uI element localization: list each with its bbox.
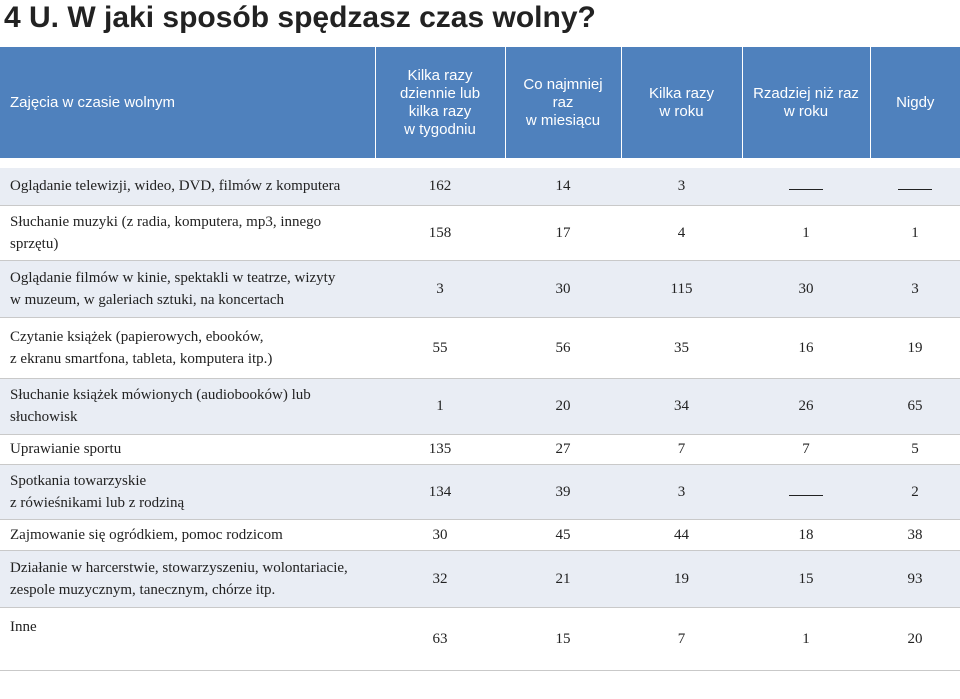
- value-cell: 44: [621, 519, 742, 551]
- activity-label: Oglądanie filmów w kinie, spektakli w te…: [0, 260, 375, 318]
- empty-value-line: [789, 482, 823, 496]
- empty-value-line: [898, 176, 932, 191]
- value-cell: 1: [742, 205, 870, 261]
- empty-value-line: [789, 176, 823, 191]
- table-row: Czytanie książek (papierowych, ebooków, …: [0, 317, 960, 379]
- value-cell: 3: [621, 168, 742, 206]
- value-cell: 65: [870, 378, 960, 435]
- value-cell: 20: [870, 607, 960, 671]
- table-row: Słuchanie książek mówionych (audiobooków…: [0, 378, 960, 435]
- value-cell: 35: [621, 317, 742, 379]
- value-cell: 1: [870, 205, 960, 261]
- value-cell: 7: [621, 434, 742, 465]
- value-cell: 45: [505, 519, 621, 551]
- value-cell: 17: [505, 205, 621, 261]
- value-cell: 3: [621, 464, 742, 520]
- header-row: Zajęcia w czasie wolnym Kilka razy dzien…: [0, 47, 960, 158]
- value-cell: 39: [505, 464, 621, 520]
- value-cell: 19: [870, 317, 960, 379]
- survey-table: Zajęcia w czasie wolnym Kilka razy dzien…: [0, 47, 960, 671]
- activity-label: Działanie w harcerstwie, stowarzyszeniu,…: [0, 550, 375, 608]
- activity-label: Spotkania towarzyskie z rówieśnikami lub…: [0, 464, 375, 520]
- value-cell: 56: [505, 317, 621, 379]
- value-cell: 2: [870, 464, 960, 520]
- value-cell: 16: [742, 317, 870, 379]
- table-row: Inne 63 15 7 1 20: [0, 607, 960, 671]
- table-row: Działanie w harcerstwie, stowarzyszeniu,…: [0, 550, 960, 608]
- value-cell: 93: [870, 550, 960, 608]
- value-cell: 55: [375, 317, 505, 379]
- table-row: Zajmowanie się ogródkiem, pomoc rodzicom…: [0, 519, 960, 551]
- value-cell: 3: [870, 260, 960, 318]
- activity-label: Zajmowanie się ogródkiem, pomoc rodzicom: [0, 519, 375, 551]
- activity-label: Inne: [0, 607, 375, 671]
- table-row: Oglądanie telewizji, wideo, DVD, filmów …: [0, 168, 960, 206]
- value-cell: 21: [505, 550, 621, 608]
- activity-label: Słuchanie książek mówionych (audiobooków…: [0, 378, 375, 435]
- value-cell: 134: [375, 464, 505, 520]
- header-spacer: [0, 158, 960, 168]
- page-title: 4 U. W jaki sposób spędzasz czas wolny?: [4, 1, 596, 34]
- value-cell: 26: [742, 378, 870, 435]
- value-cell: 15: [742, 550, 870, 608]
- value-cell: [742, 464, 870, 520]
- header-daily-weekly: Kilka razy dziennie lub kilka razy w tyg…: [375, 47, 506, 158]
- value-cell: 5: [870, 434, 960, 465]
- header-rarely: Rzadziej niż raz w roku: [742, 47, 871, 158]
- value-cell: 34: [621, 378, 742, 435]
- value-cell: 32: [375, 550, 505, 608]
- header-yearly: Kilka razy w roku: [621, 47, 743, 158]
- header-never: Nigdy: [870, 47, 960, 158]
- value-cell: 135: [375, 434, 505, 465]
- value-cell: 30: [742, 260, 870, 318]
- value-cell: 14: [505, 168, 621, 206]
- value-cell: 27: [505, 434, 621, 465]
- value-cell: [870, 168, 960, 206]
- value-cell: 63: [375, 607, 505, 671]
- value-cell: 30: [505, 260, 621, 318]
- value-cell: 115: [621, 260, 742, 318]
- value-cell: 19: [621, 550, 742, 608]
- value-cell: 1: [742, 607, 870, 671]
- value-cell: 3: [375, 260, 505, 318]
- table-row: Słuchanie muzyki (z radia, komputera, mp…: [0, 205, 960, 261]
- value-cell: 158: [375, 205, 505, 261]
- activity-label: Słuchanie muzyki (z radia, komputera, mp…: [0, 205, 375, 261]
- value-cell: 7: [621, 607, 742, 671]
- header-activity: Zajęcia w czasie wolnym: [0, 47, 376, 158]
- value-cell: 30: [375, 519, 505, 551]
- value-cell: 7: [742, 434, 870, 465]
- value-cell: 4: [621, 205, 742, 261]
- value-cell: 20: [505, 378, 621, 435]
- activity-label: Uprawianie sportu: [0, 434, 375, 465]
- activity-label: Oglądanie telewizji, wideo, DVD, filmów …: [0, 168, 375, 206]
- value-cell: 38: [870, 519, 960, 551]
- table-row: Uprawianie sportu 135 27 7 7 5: [0, 434, 960, 465]
- header-monthly: Co najmniej raz w miesiącu: [505, 47, 622, 158]
- value-cell: [742, 168, 870, 206]
- value-cell: 18: [742, 519, 870, 551]
- table-row: Spotkania towarzyskie z rówieśnikami lub…: [0, 464, 960, 520]
- value-cell: 1: [375, 378, 505, 435]
- value-cell: 15: [505, 607, 621, 671]
- value-cell: 162: [375, 168, 505, 206]
- activity-label: Czytanie książek (papierowych, ebooków, …: [0, 317, 375, 379]
- table-row: Oglądanie filmów w kinie, spektakli w te…: [0, 260, 960, 318]
